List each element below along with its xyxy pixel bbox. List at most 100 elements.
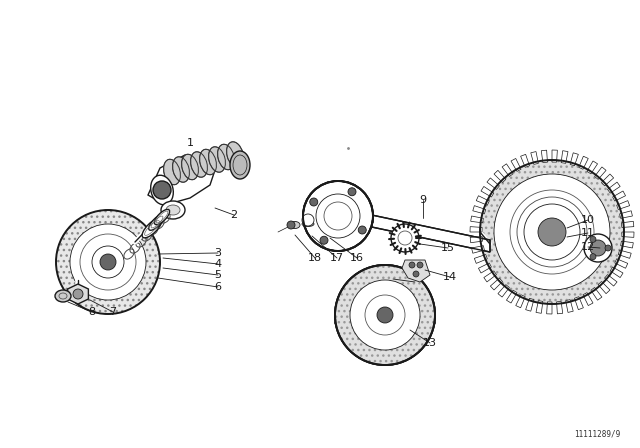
Ellipse shape <box>150 175 173 205</box>
Ellipse shape <box>303 216 373 228</box>
Circle shape <box>303 181 373 251</box>
Text: 2: 2 <box>230 210 237 220</box>
Circle shape <box>70 224 146 300</box>
Circle shape <box>391 224 419 252</box>
Ellipse shape <box>335 315 435 331</box>
Ellipse shape <box>200 149 216 175</box>
Polygon shape <box>605 275 617 286</box>
Polygon shape <box>494 170 506 182</box>
Text: 10: 10 <box>581 215 595 225</box>
Polygon shape <box>525 298 534 311</box>
Polygon shape <box>541 150 547 163</box>
Circle shape <box>303 181 373 251</box>
Polygon shape <box>348 210 490 252</box>
Ellipse shape <box>218 144 234 170</box>
Circle shape <box>480 160 624 304</box>
Polygon shape <box>570 153 579 166</box>
Polygon shape <box>68 284 88 304</box>
Text: 18: 18 <box>308 253 322 263</box>
Polygon shape <box>607 182 620 193</box>
Text: 13: 13 <box>423 338 437 348</box>
Polygon shape <box>470 237 483 243</box>
Polygon shape <box>583 293 593 306</box>
Text: 12: 12 <box>581 242 595 252</box>
Text: 9: 9 <box>419 195 427 205</box>
Polygon shape <box>484 271 497 282</box>
Polygon shape <box>402 260 430 282</box>
Circle shape <box>92 246 124 278</box>
Text: 11: 11 <box>581 228 595 238</box>
Circle shape <box>153 181 171 199</box>
Polygon shape <box>591 288 602 300</box>
Polygon shape <box>479 263 492 273</box>
Circle shape <box>302 214 314 226</box>
Text: 5: 5 <box>214 270 221 280</box>
Ellipse shape <box>209 147 225 172</box>
Ellipse shape <box>230 151 250 179</box>
Polygon shape <box>602 174 614 186</box>
Polygon shape <box>612 191 625 201</box>
Ellipse shape <box>164 159 180 185</box>
Polygon shape <box>498 284 509 297</box>
Circle shape <box>590 240 606 256</box>
Polygon shape <box>615 259 628 268</box>
Text: 6: 6 <box>214 282 221 292</box>
Polygon shape <box>620 211 632 218</box>
Polygon shape <box>511 159 521 172</box>
Ellipse shape <box>191 152 207 177</box>
Polygon shape <box>490 278 502 290</box>
Polygon shape <box>557 302 563 314</box>
Circle shape <box>524 204 580 260</box>
Polygon shape <box>516 295 525 308</box>
Circle shape <box>605 245 611 251</box>
Text: 11111289/9: 11111289/9 <box>573 429 620 438</box>
Polygon shape <box>470 227 482 232</box>
Polygon shape <box>617 201 630 210</box>
Text: 14: 14 <box>443 272 457 282</box>
Circle shape <box>417 262 423 268</box>
Polygon shape <box>587 161 598 174</box>
Polygon shape <box>348 210 490 252</box>
Polygon shape <box>520 155 529 168</box>
Polygon shape <box>622 232 634 237</box>
Circle shape <box>320 236 328 244</box>
Polygon shape <box>470 216 483 223</box>
Text: 4: 4 <box>214 259 221 269</box>
Ellipse shape <box>182 154 198 180</box>
Circle shape <box>377 307 393 323</box>
Circle shape <box>56 210 160 314</box>
Polygon shape <box>621 221 634 228</box>
Polygon shape <box>536 301 543 313</box>
Circle shape <box>316 194 360 238</box>
Ellipse shape <box>161 201 185 219</box>
Ellipse shape <box>166 205 180 215</box>
Text: 1: 1 <box>186 138 193 148</box>
Circle shape <box>358 226 366 234</box>
Circle shape <box>590 254 596 260</box>
Ellipse shape <box>148 214 165 230</box>
Ellipse shape <box>55 290 71 302</box>
Circle shape <box>413 271 419 277</box>
Circle shape <box>100 254 116 270</box>
Polygon shape <box>476 196 489 205</box>
Polygon shape <box>502 164 513 177</box>
Polygon shape <box>561 151 568 164</box>
Ellipse shape <box>227 142 243 167</box>
Ellipse shape <box>290 221 300 228</box>
Polygon shape <box>618 250 631 258</box>
Polygon shape <box>610 267 623 278</box>
Ellipse shape <box>302 221 314 227</box>
Polygon shape <box>621 241 634 248</box>
Circle shape <box>590 237 596 242</box>
Polygon shape <box>148 155 215 205</box>
Circle shape <box>494 174 610 290</box>
Polygon shape <box>487 178 499 190</box>
Circle shape <box>409 262 415 268</box>
Ellipse shape <box>142 218 162 238</box>
Text: 3: 3 <box>214 248 221 258</box>
Circle shape <box>287 221 295 229</box>
Polygon shape <box>547 302 552 314</box>
Polygon shape <box>472 246 484 253</box>
Circle shape <box>73 289 83 299</box>
Circle shape <box>310 198 317 206</box>
